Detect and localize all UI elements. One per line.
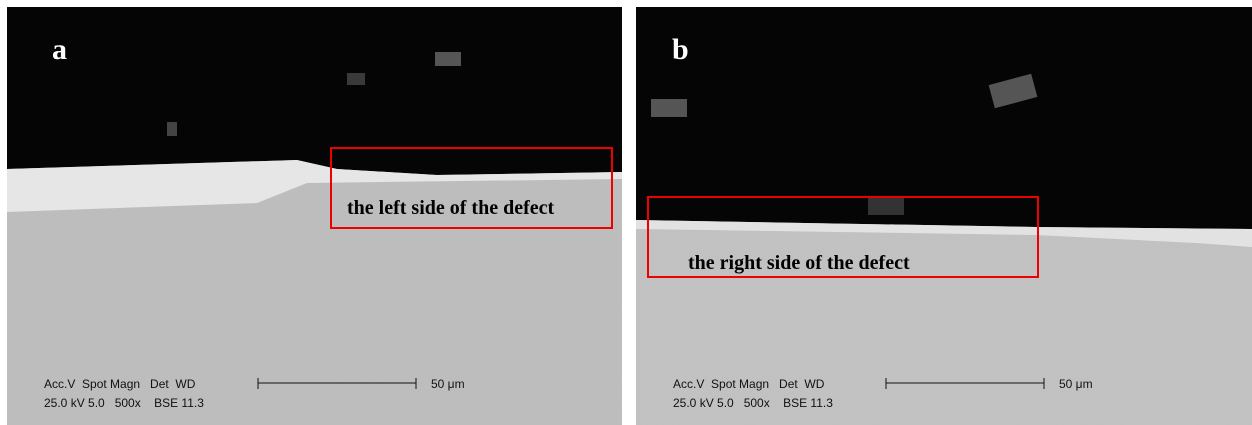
particle [651, 99, 687, 117]
resin [7, 7, 622, 175]
annotation: the left side of the defect [347, 197, 554, 219]
panel-a: a the left side of the defect Acc.V Spot… [7, 7, 622, 425]
figure: a the left side of the defect Acc.V Spot… [0, 0, 1252, 425]
annotation: the right side of the defect [688, 252, 910, 274]
panel-label: a [52, 33, 67, 66]
info-header: Acc.V Spot Magn Det WD [673, 377, 825, 391]
info-values: 25.0 kV 5.0 500x BSE 11.3 [673, 396, 833, 410]
info-header: Acc.V Spot Magn Det WD [44, 377, 196, 391]
particle [435, 52, 461, 66]
particle [868, 197, 904, 215]
particle [167, 122, 177, 136]
info-values: 25.0 kV 5.0 500x BSE 11.3 [44, 396, 204, 410]
panel-label: b [672, 33, 689, 66]
scale-label: 50 μm [431, 377, 465, 391]
particle [347, 73, 365, 85]
resin [636, 7, 1252, 229]
panel-b: b the right side of the defect Acc.V Spo… [636, 7, 1252, 425]
scale-label: 50 μm [1059, 377, 1093, 391]
page: a the left side of the defect Acc.V Spot… [0, 0, 1252, 425]
